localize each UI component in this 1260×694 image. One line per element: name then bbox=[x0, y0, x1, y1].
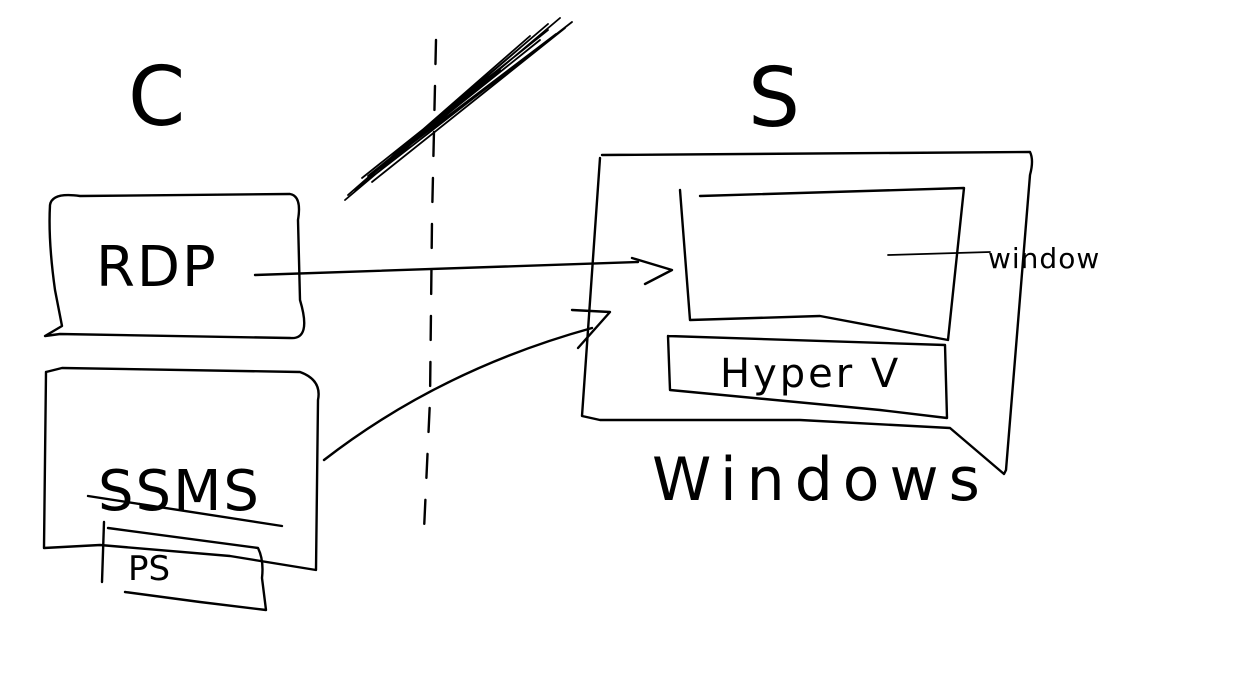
ssms-box bbox=[42, 366, 320, 572]
rdp-label: RDP bbox=[96, 235, 218, 300]
window-box bbox=[678, 186, 966, 342]
ssms-label: SSMS bbox=[98, 459, 261, 524]
ps-box bbox=[100, 520, 268, 612]
network-divider bbox=[422, 38, 438, 532]
window-label: window bbox=[988, 242, 1100, 275]
window-callout-line bbox=[887, 251, 991, 256]
scribble-mark bbox=[344, 17, 573, 201]
windows-label: Windows bbox=[652, 445, 990, 515]
ssms-underline bbox=[86, 494, 284, 528]
rdp-box bbox=[43, 192, 306, 340]
rdp-arrow bbox=[253, 256, 674, 286]
server-heading: S bbox=[748, 51, 800, 146]
server-box bbox=[580, 150, 1034, 476]
hyperv-box bbox=[666, 334, 949, 420]
client-heading: C bbox=[128, 50, 185, 145]
ssms-arrow bbox=[322, 308, 612, 462]
hyperv-label: Hyper V bbox=[720, 351, 901, 397]
ps-label: PS bbox=[128, 549, 170, 589]
